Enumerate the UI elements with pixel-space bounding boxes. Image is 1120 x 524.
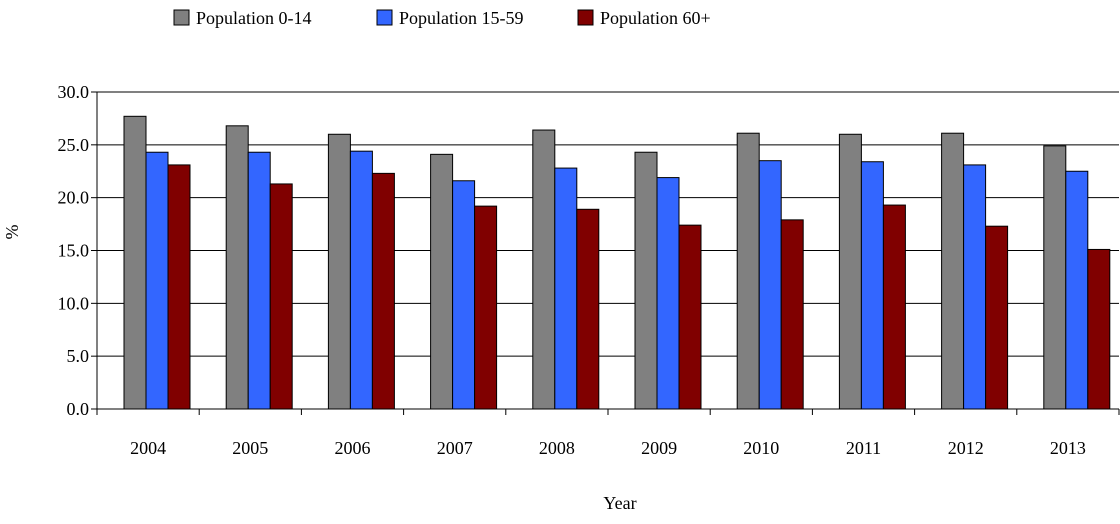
bar <box>860 161 884 410</box>
bar <box>963 164 987 410</box>
bar <box>678 224 702 410</box>
legend-label: Population 0-14 <box>196 8 312 28</box>
bar <box>167 164 191 410</box>
x-tick-labels: 2004 2005 2006 2007 2008 2009 2010 2011 2012 2013 <box>130 438 1086 458</box>
bar <box>656 177 680 410</box>
bar <box>123 115 147 410</box>
y-tick-label: 5.0 <box>67 346 90 366</box>
bar <box>349 150 373 410</box>
x-tick-label: 2006 <box>335 438 371 458</box>
bar <box>634 151 658 410</box>
bars <box>123 115 1111 410</box>
legend-label: Population 60+ <box>600 8 711 28</box>
bar <box>1065 170 1089 410</box>
y-tick-label: 10.0 <box>58 293 90 313</box>
bar <box>452 180 476 410</box>
y-tick-label: 30.0 <box>58 82 90 102</box>
bar <box>269 183 293 410</box>
y-tick-label: 15.0 <box>58 241 90 261</box>
x-tick-label: 2012 <box>948 438 984 458</box>
legend-swatch <box>376 9 393 26</box>
bar <box>1043 145 1067 410</box>
bar <box>430 153 454 410</box>
bar <box>576 208 600 410</box>
bar <box>327 133 351 410</box>
x-tick-label: 2011 <box>846 438 881 458</box>
y-tick-label: 0.0 <box>67 399 90 419</box>
bar <box>1087 248 1111 410</box>
y-tick-labels: 0.0 5.0 10.0 15.0 20.0 25.0 30.0 <box>58 82 90 419</box>
y-tick-label: 20.0 <box>58 188 90 208</box>
x-tick-label: 2004 <box>130 438 166 458</box>
y-tick-label: 25.0 <box>58 135 90 155</box>
bar <box>736 132 760 410</box>
x-tick-label: 2013 <box>1050 438 1086 458</box>
x-tick-label: 2005 <box>232 438 268 458</box>
bar <box>780 219 804 410</box>
x-tick-label: 2007 <box>437 438 473 458</box>
bar <box>532 129 556 410</box>
bar <box>371 172 395 410</box>
bar <box>882 204 906 410</box>
x-axis-label: Year <box>603 493 636 513</box>
bar <box>941 132 965 410</box>
x-tick-label: 2010 <box>743 438 779 458</box>
bar <box>225 125 249 410</box>
bar <box>474 205 498 410</box>
y-axis-label: % <box>2 225 22 240</box>
legend: Population 0-14 Population 15-59 Populatio… <box>173 8 711 28</box>
bar <box>247 151 271 410</box>
bar <box>758 160 782 410</box>
legend-swatch <box>577 9 594 26</box>
x-tick-label: 2009 <box>641 438 677 458</box>
legend-label: Population 15-59 <box>399 8 524 28</box>
legend-swatch <box>173 9 190 26</box>
x-tick-label: 2008 <box>539 438 575 458</box>
bar <box>145 151 169 410</box>
bar <box>838 133 862 410</box>
axes <box>96 92 1120 415</box>
bar <box>985 225 1009 410</box>
bar <box>554 167 578 410</box>
